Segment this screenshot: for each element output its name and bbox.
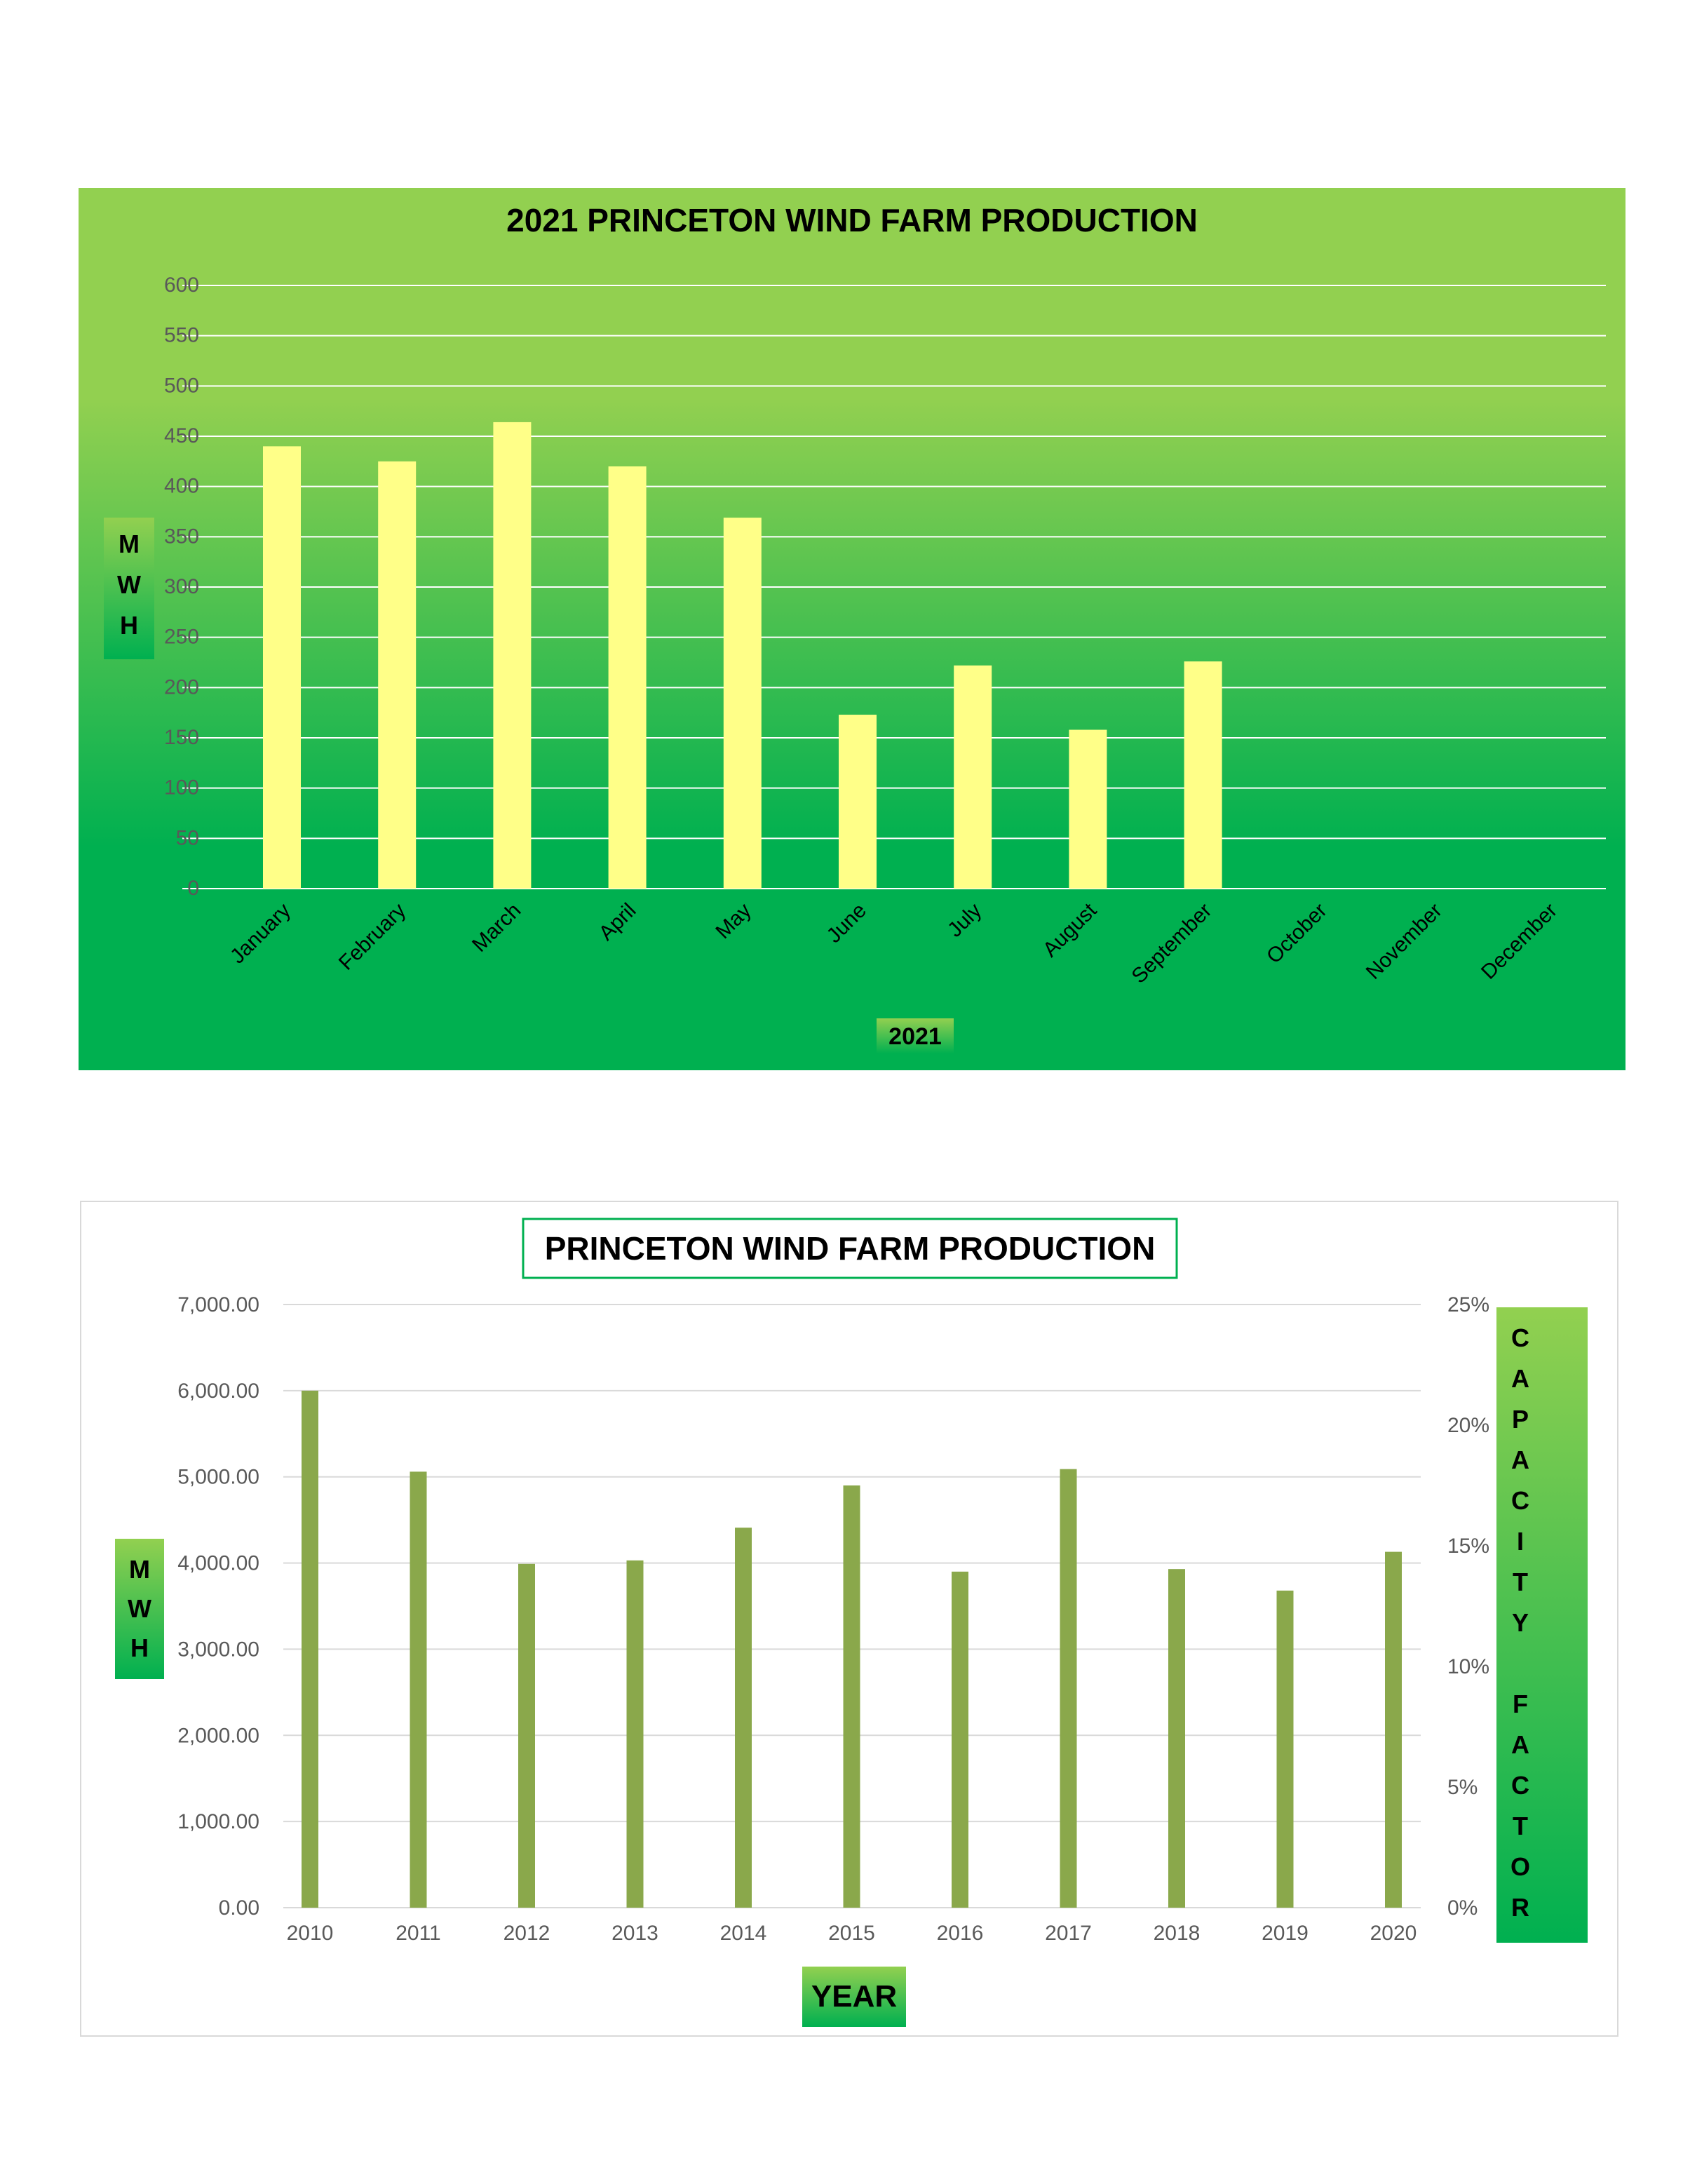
bar-june [839,715,877,889]
bar-february [378,461,417,889]
bar-january [263,446,301,889]
y-tick-label: 1,000.00 [177,1810,259,1833]
bar-2017 [1060,1469,1077,1908]
x-tick-label: 2019 [1262,1922,1309,1945]
bar-2010 [302,1390,318,1908]
x-tick-label: 2020 [1370,1922,1417,1945]
y-tick-label: 350 [164,525,199,548]
y-tick-label: 150 [164,726,199,749]
y-tick-label: 2,000.00 [177,1724,259,1747]
x-tick-label: March [468,899,525,957]
bar-2015 [843,1485,860,1908]
x-tick-label: 2017 [1045,1922,1092,1945]
x-tick-label: 2013 [611,1922,658,1945]
x-tick-label: July [943,899,986,942]
y-tick-label: 550 [164,324,199,347]
x-axis-label: 2021 [877,1018,954,1053]
monthly-production-chart: 2021 PRINCETON WIND FARM PRODUCTION 0 50 1… [79,188,1625,1070]
x-tick-label: October [1262,899,1332,969]
x-tick-label: January [226,899,295,969]
y2-tick-label: 20% [1447,1414,1489,1437]
bar-april [608,466,647,889]
svg-text:2021: 2021 [888,1023,942,1050]
y2-tick-label: 5% [1447,1776,1478,1799]
y2-tick-label: 25% [1447,1293,1489,1316]
bar-2014 [735,1528,752,1908]
y-tick-label: 250 [164,626,199,649]
y-tick-label: 100 [164,776,199,800]
y-tick-label: 50 [176,826,199,849]
annual-production-plot: PRINCETON WIND FARM PRODUCTION 0.00 1,000… [115,1218,1588,2027]
y2-tick-label: 10% [1447,1655,1489,1678]
x-tick-label: 2016 [937,1922,984,1945]
bar-september [1184,661,1222,889]
bar-2018 [1168,1569,1185,1908]
svg-text:MWH: MWH [117,530,141,640]
y2-tick-label: 0% [1447,1896,1478,1920]
y-tick-label: 7,000.00 [177,1293,259,1316]
x-tick-label: September [1127,899,1216,988]
x-tick-label: August [1039,898,1102,962]
bar-march [493,422,532,889]
y-tick-label: 6,000.00 [177,1380,259,1403]
x-tick-label: 2014 [720,1922,767,1945]
x-tick-label: December [1477,899,1562,984]
y-tick-label: 5,000.00 [177,1466,259,1489]
x-tick-label: June [823,899,871,948]
y-tick-label: 0.00 [219,1896,259,1920]
bar-2019 [1276,1590,1294,1908]
x-tick-label: February [334,899,410,975]
annual-production-chart: PRINCETON WIND FARM PRODUCTION 0.00 1,000… [80,1201,1618,2037]
x-tick-label: 2018 [1154,1922,1201,1945]
x-tick-label: 2010 [287,1922,334,1945]
x-tick-label: May [711,899,755,943]
x-tick-label: April [595,899,641,945]
y-tick-label: 300 [164,575,199,598]
svg-text:MWH: MWH [128,1555,151,1662]
bar-2011 [410,1471,427,1908]
bar-july [954,665,992,889]
bar-2016 [952,1571,968,1908]
x-tick-label: November [1362,899,1447,984]
y-tick-label: 450 [164,424,199,447]
y-tick-label: 500 [164,374,199,397]
bar-may [723,518,762,889]
monthly-production-plot: 2021 PRINCETON WIND FARM PRODUCTION 0 50 1… [104,202,1606,1053]
chart-title: 2021 PRINCETON WIND FARM PRODUCTION [506,202,1198,238]
x-tick-label: 2011 [396,1922,441,1945]
bar-2020 [1385,1551,1402,1908]
x-tick-label: 2012 [503,1922,550,1945]
bar-2013 [626,1560,644,1908]
y-tick-label: 200 [164,675,199,699]
y-tick-label: 400 [164,475,199,498]
y-tick-label: 600 [164,274,199,297]
svg-text:YEAR: YEAR [811,1979,897,2014]
x-axis-label: YEAR [802,1967,906,2027]
y2-tick-label: 15% [1447,1535,1489,1558]
x-tick-label: 2015 [828,1922,875,1945]
bar-2012 [518,1563,535,1908]
y-tick-label: 3,000.00 [177,1638,259,1661]
y-tick-label: 0 [187,877,199,900]
chart-title-box: PRINCETON WIND FARM PRODUCTION [522,1218,1178,1279]
y-tick-label: 4,000.00 [177,1552,259,1575]
bar-august [1069,729,1107,889]
chart-title: PRINCETON WIND FARM PRODUCTION [545,1230,1156,1267]
